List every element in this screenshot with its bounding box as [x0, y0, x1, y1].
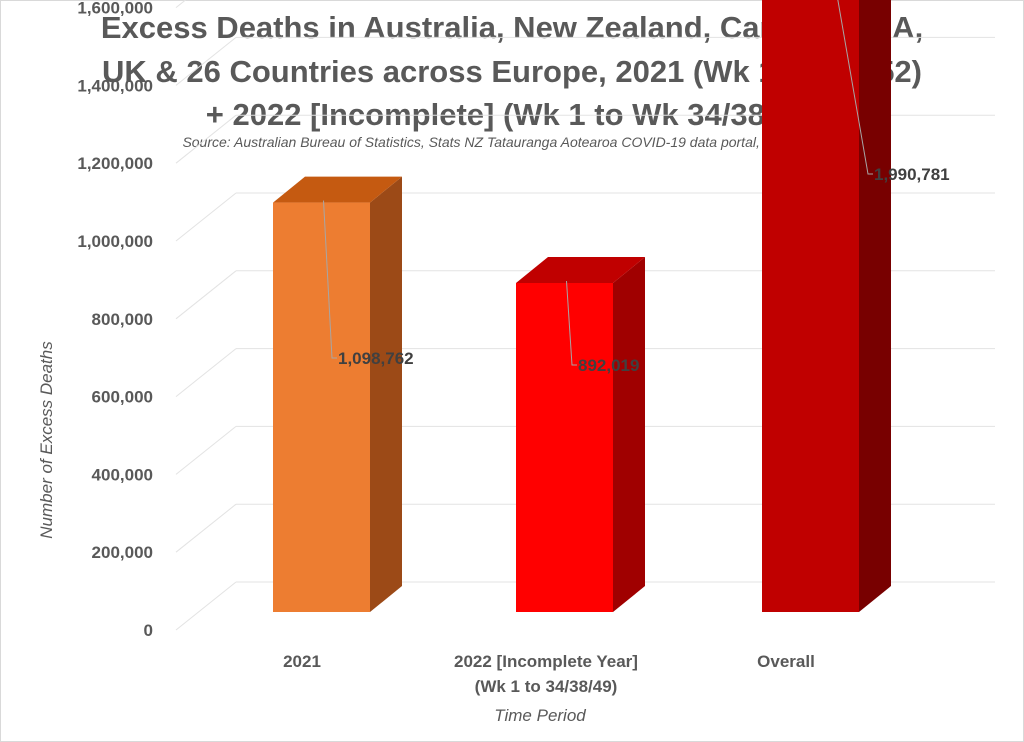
- gridline-diagonal: [175, 114, 237, 164]
- bar: [273, 202, 370, 612]
- data-label: 892,019: [578, 356, 639, 375]
- gridline-diagonal: [175, 581, 237, 631]
- chart-subtitle: Source: Australian Bureau of Statistics,…: [182, 134, 842, 150]
- bar-side: [370, 176, 402, 612]
- gridline-diagonal: [175, 0, 187, 8]
- data-label-leader: [837, 0, 873, 175]
- chart-title-line-3: + 2022 [Incomplete] (Wk 1 to Wk 34/38/49…: [205, 97, 819, 132]
- x-tick-label: (Wk 1 to 34/38/49): [475, 677, 618, 696]
- bar-top: [516, 257, 645, 284]
- y-tick-label: 200,000: [92, 543, 153, 562]
- gridline-diagonal: [175, 426, 237, 475]
- bar: [516, 283, 613, 612]
- y-tick-label: 800,000: [92, 310, 153, 329]
- y-axis-label: Number of Excess Deaths: [37, 341, 56, 539]
- gridline-diagonal: [175, 192, 237, 242]
- y-tick-label: 600,000: [92, 388, 153, 407]
- gridline-diagonal: [175, 270, 237, 320]
- data-label: 1,098,762: [338, 349, 414, 368]
- bar-top: [273, 176, 402, 203]
- x-tick-label: 2021: [283, 652, 321, 671]
- y-tick-label: 1,400,000: [77, 76, 153, 95]
- bar-side: [859, 0, 891, 612]
- y-tick-label: 400,000: [92, 465, 153, 484]
- gridline-diagonal: [175, 348, 237, 397]
- bar: [762, 0, 859, 613]
- gridline-diagonal: [175, 503, 237, 553]
- y-tick-label: 1,600,000: [77, 0, 153, 18]
- data-label-leader: [323, 200, 337, 359]
- data-label: 1,990,781: [874, 165, 950, 184]
- x-tick-label: 2022 [Incomplete Year]: [454, 652, 638, 671]
- data-label-leader: [566, 280, 577, 366]
- y-tick-label: 0: [144, 621, 153, 640]
- x-tick-label: Overall: [757, 652, 815, 671]
- gridline-diagonal: [175, 37, 237, 86]
- y-tick-label: 1,000,000: [77, 232, 153, 251]
- bar-side: [613, 257, 645, 612]
- y-tick-label: 1,200,000: [77, 154, 153, 173]
- x-axis-label: Time Period: [494, 706, 586, 725]
